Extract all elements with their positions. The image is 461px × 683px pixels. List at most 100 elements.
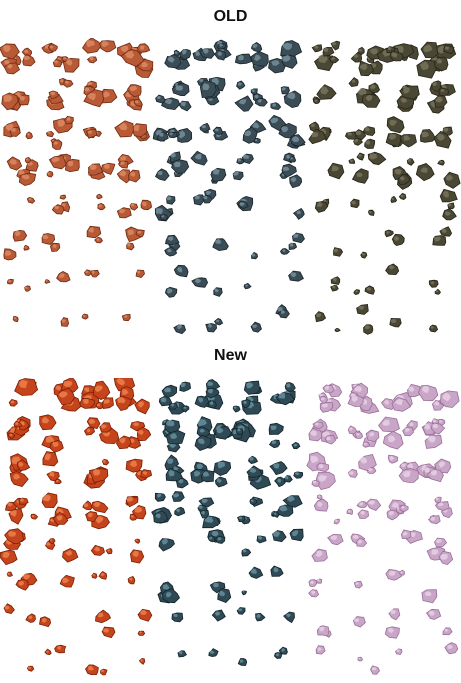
rock-tile — [237, 658, 248, 666]
rock-tile — [91, 570, 108, 580]
rock-tile — [271, 495, 303, 518]
rock-tile — [197, 76, 226, 106]
rock-tile — [416, 458, 452, 483]
rock-tile — [315, 645, 326, 655]
rock-tile — [308, 418, 339, 445]
rock-tile — [0, 43, 36, 75]
rock-tile — [82, 126, 102, 139]
rock-tile — [318, 383, 343, 413]
rock-tile — [415, 159, 461, 189]
rock-tile — [314, 198, 330, 213]
rock-tile — [348, 77, 381, 108]
rock-tile — [243, 282, 252, 290]
rock-tile — [352, 616, 366, 628]
rock-tile — [164, 234, 181, 257]
sprite-sheet-new — [0, 378, 461, 678]
rock-tile — [6, 416, 31, 441]
rock-tile — [193, 188, 217, 206]
rock-tile — [421, 589, 438, 604]
rock-tile — [242, 119, 267, 144]
rock-tile — [348, 151, 387, 184]
rock-tile — [432, 226, 453, 246]
rock-tile — [357, 656, 380, 675]
rock-tile — [96, 193, 106, 211]
rock-tile — [395, 648, 403, 656]
rock-tile — [197, 497, 221, 529]
rock-tile — [127, 576, 136, 585]
rock-tile — [246, 455, 272, 490]
rock-tile — [390, 192, 407, 204]
rock-tile — [9, 453, 31, 487]
rock-tile — [154, 195, 176, 222]
rock-tile — [137, 608, 153, 636]
rock-tile — [356, 304, 374, 335]
rock-tile — [270, 86, 302, 111]
rock-tile — [95, 609, 116, 639]
rock-tile — [8, 378, 39, 407]
rock-tile — [350, 198, 375, 216]
rock-tile — [386, 499, 409, 521]
rock-tile — [3, 229, 30, 261]
rock-tile — [191, 277, 223, 297]
rock-tile — [41, 42, 80, 73]
rock-tile — [283, 611, 295, 624]
rock-tile — [314, 311, 341, 333]
rock-tile — [250, 321, 262, 333]
rock-tile — [350, 533, 368, 547]
rock-tile — [205, 318, 224, 333]
rock-tile — [420, 126, 453, 149]
rock-tile — [268, 114, 306, 149]
rock-tile — [0, 528, 26, 566]
rock-tile — [171, 612, 184, 623]
rock-tile — [3, 603, 36, 623]
rock-tile — [385, 116, 417, 148]
rock-tile — [6, 156, 39, 187]
rock-tile — [51, 194, 71, 215]
rock-tile — [90, 544, 113, 556]
rock-tile — [270, 565, 284, 577]
rock-tile — [60, 317, 70, 327]
rock-tile — [444, 642, 459, 655]
rock-tile — [384, 229, 405, 247]
rock-tile — [173, 324, 187, 335]
rock-tile — [280, 232, 305, 255]
rock-tile — [39, 414, 64, 453]
rock-tile — [421, 418, 446, 449]
rock-tile — [190, 150, 227, 184]
rock-tile — [192, 39, 232, 62]
rock-tile — [53, 378, 82, 412]
rock-tile — [26, 665, 35, 672]
rock-tile — [6, 571, 38, 591]
rock-tile — [209, 581, 232, 603]
rock-tile — [177, 650, 188, 658]
rock-tile — [212, 238, 229, 252]
rock-tile — [353, 580, 363, 589]
rock-tile — [251, 251, 259, 260]
rock-tile — [79, 380, 114, 410]
rock-tile — [41, 492, 72, 527]
rock-tile — [41, 233, 61, 252]
rock-tile — [155, 80, 192, 112]
rock-tile — [232, 380, 263, 415]
rock-tile — [272, 528, 304, 543]
rock-tile — [241, 535, 267, 557]
rock-tile — [312, 84, 337, 105]
rock-tile — [241, 566, 264, 596]
rock-tile — [1, 91, 30, 112]
rock-tile — [113, 378, 150, 415]
rock-tile — [85, 664, 108, 676]
rock-tile — [125, 495, 147, 521]
rock-tile — [199, 122, 229, 141]
rock-tile — [208, 648, 219, 658]
rock-tile — [211, 609, 226, 622]
rock-tile — [268, 40, 303, 74]
rock-tile — [207, 529, 226, 544]
rock-tile — [152, 127, 193, 143]
rock-tile — [116, 42, 154, 78]
rock-tile — [236, 195, 254, 212]
rock-tile — [125, 458, 153, 482]
rock-tile — [268, 422, 301, 450]
rock-tile — [389, 317, 402, 328]
rock-tile — [116, 153, 141, 184]
rock-tile — [39, 616, 52, 628]
